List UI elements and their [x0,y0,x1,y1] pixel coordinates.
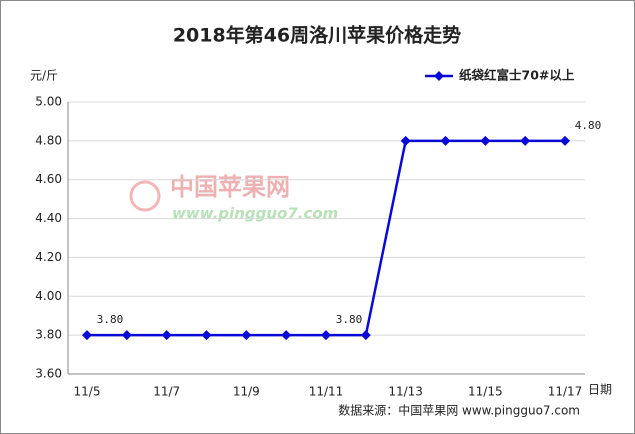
chart-title: 2018年第46周洛川苹果价格走势 [173,24,461,47]
x-axis-label: 日期 [588,383,612,397]
x-tick-label: 11/7 [153,385,180,399]
point [400,135,411,146]
watermark: 中国苹果网 www.pingguo7.com [129,173,338,223]
point [360,330,371,341]
watermark-url: www.pingguo7.com [172,205,338,223]
point [560,135,570,146]
point [440,135,451,146]
watermark-logo [129,180,161,212]
data-label: 3.80 [97,313,124,326]
point [480,135,491,146]
x-tick-label: 11/9 [233,385,260,399]
x-tick-label: 11/13 [388,385,423,399]
point [121,330,132,341]
point [281,330,292,341]
x-tick-label: 11/15 [468,385,503,399]
y-tick-label: 3.60 [35,367,62,381]
point [161,330,172,341]
legend-label: 纸袋红富士70#以上 [459,68,575,83]
y-tick-label: 4.20 [35,250,62,264]
x-tick-label: 11/11 [309,385,344,399]
y-tick-label: 4.80 [35,133,62,147]
y-axis-label: 元/斤 [30,69,58,83]
point [241,330,252,341]
watermark-text: 中国苹果网 [170,173,290,201]
source: 数据来源：中国苹果网 www.pingguo7.com [338,403,580,418]
point [201,330,212,341]
point [520,135,531,146]
y-tick-label: 3.80 [35,328,62,342]
y-tick-label: 5.00 [35,95,62,109]
y-tick-label: 4.00 [35,289,62,303]
x-tick-label: 11/17 [548,385,583,399]
y-tick-label: 4.40 [35,211,62,225]
x-tick-label: 11/5 [74,385,101,399]
point [82,330,92,341]
point [321,330,331,341]
data-label: 4.80 [575,119,602,132]
data-label: 3.80 [336,313,363,326]
y-tick-label: 4.60 [35,172,62,186]
legend-marker [434,71,444,81]
